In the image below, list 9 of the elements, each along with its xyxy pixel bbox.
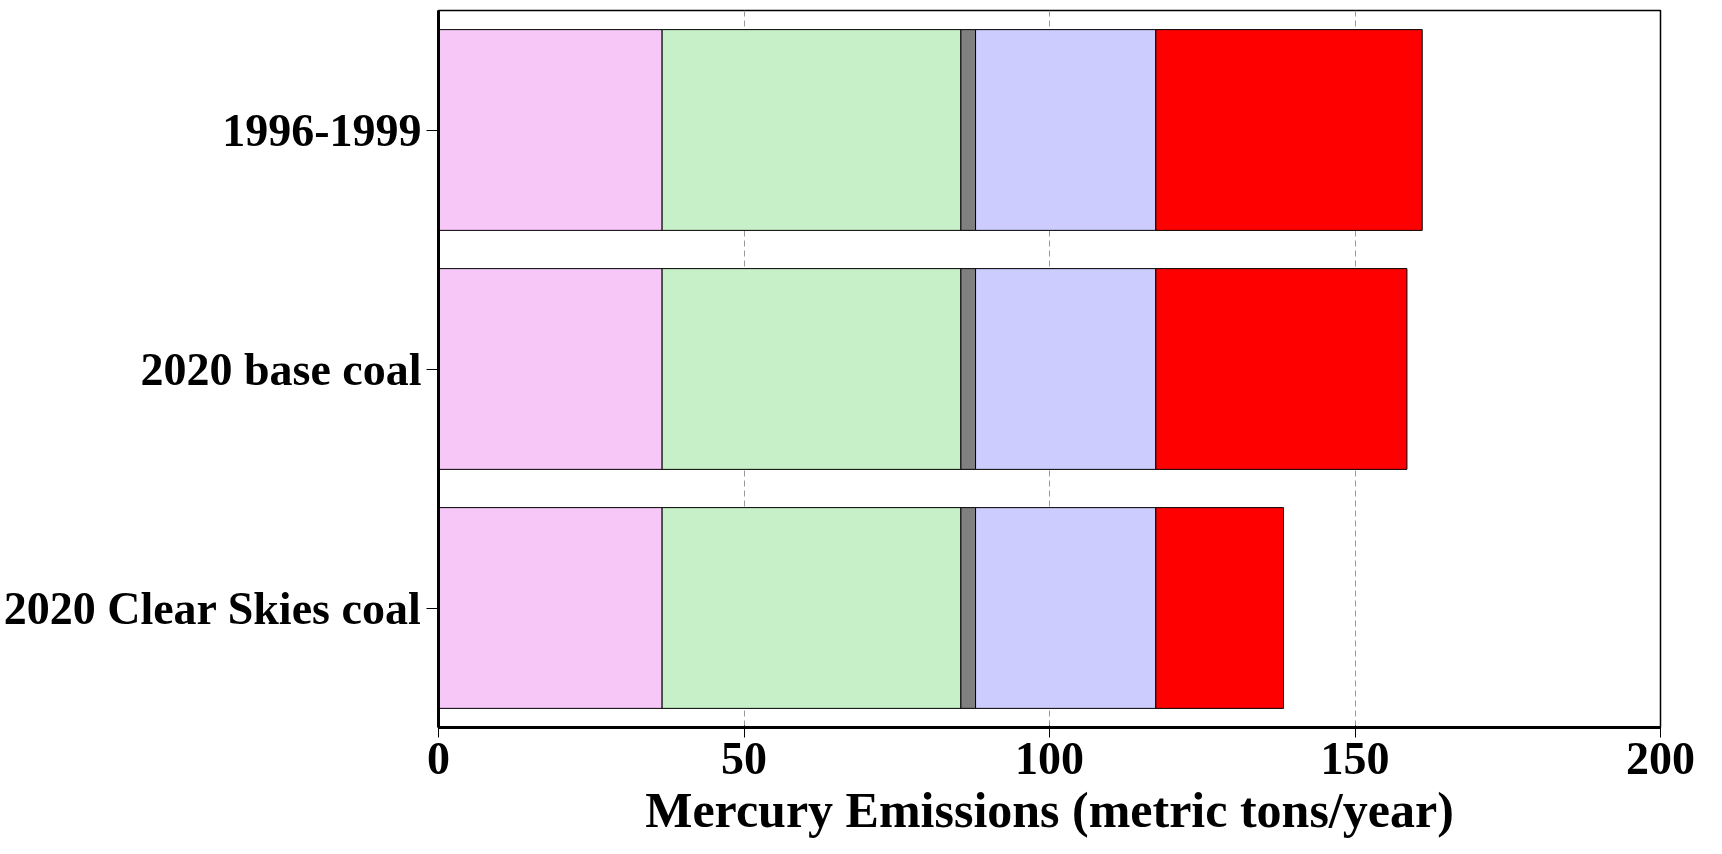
y-tick-label: 1996-1999 bbox=[222, 104, 422, 156]
x-tick-label: 50 bbox=[721, 732, 767, 784]
x-axis-title: Mercury Emissions (metric tons/year) bbox=[645, 781, 1454, 838]
y-tick-label: 2020 base coal bbox=[140, 343, 422, 395]
x-tick-label: 100 bbox=[1015, 732, 1084, 784]
x-tick-label: 200 bbox=[1626, 732, 1695, 784]
x-tick-label: 0 bbox=[427, 732, 450, 784]
x-tick-label: 150 bbox=[1320, 732, 1390, 784]
y-tick-label: 2020 Clear Skies coal bbox=[3, 582, 421, 634]
